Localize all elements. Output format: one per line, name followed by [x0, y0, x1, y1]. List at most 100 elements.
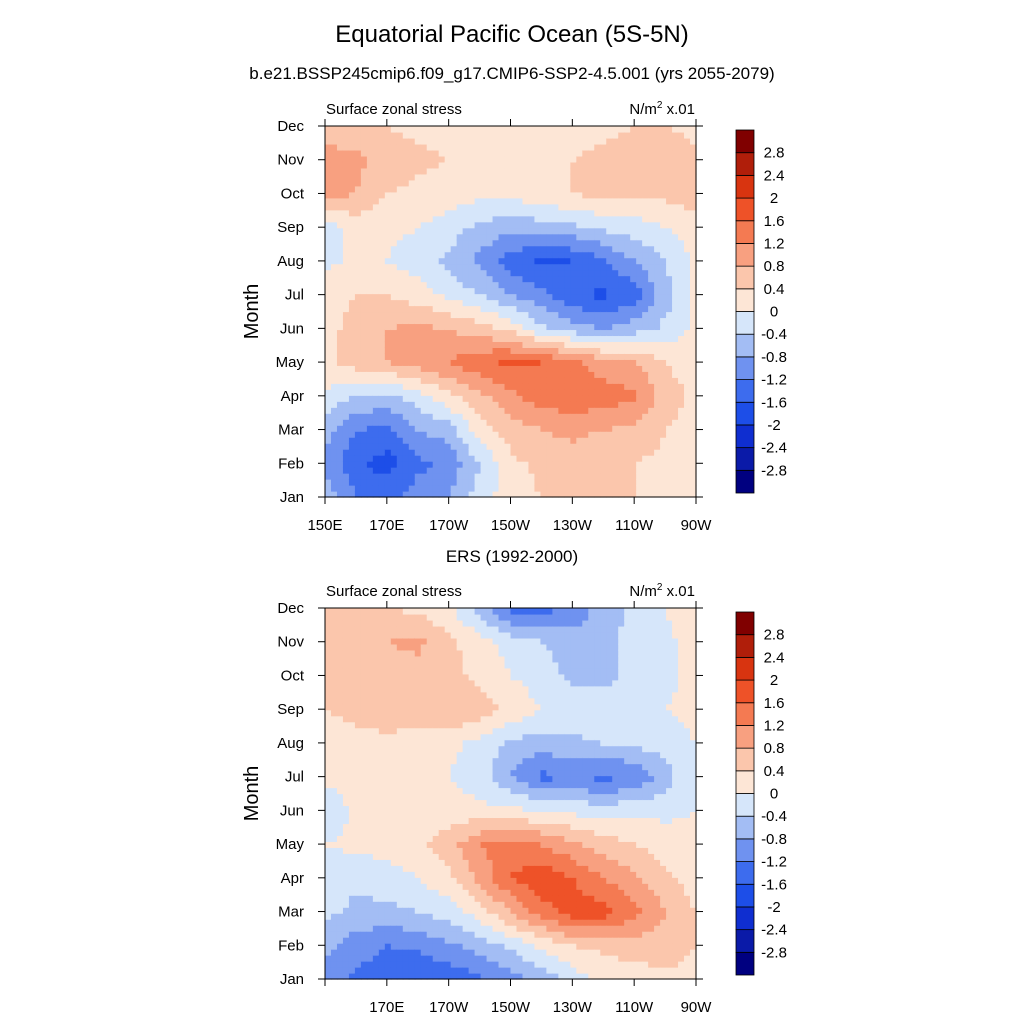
field-cell — [516, 293, 524, 301]
field-cell — [366, 383, 374, 390]
field-cell — [438, 353, 446, 360]
field-cell — [504, 353, 512, 360]
field-cell — [498, 347, 506, 354]
field-cell — [468, 149, 476, 157]
field-cell — [342, 485, 350, 492]
field-cell — [360, 667, 368, 675]
field-cell — [666, 221, 673, 229]
field-cell — [510, 455, 518, 462]
field-cell — [408, 667, 416, 675]
field-cell — [492, 449, 500, 456]
field-cell — [600, 455, 607, 462]
field-cell — [474, 239, 482, 247]
field-cell — [540, 365, 547, 372]
field-cell — [642, 407, 649, 414]
field-cell — [390, 395, 398, 402]
field-cell — [366, 841, 374, 848]
field-cell — [546, 287, 553, 295]
field-cell — [546, 161, 553, 169]
field-cell — [600, 197, 607, 205]
field-cell — [462, 215, 470, 223]
field-cell — [390, 883, 398, 890]
field-cell — [492, 383, 500, 390]
field-cell — [384, 317, 392, 325]
field-cell — [444, 203, 452, 211]
field-cell — [576, 167, 583, 175]
field-cell — [396, 203, 404, 211]
field-cell — [372, 811, 380, 819]
field-cell — [474, 221, 482, 229]
field-cell — [558, 425, 565, 432]
field-cell — [486, 311, 494, 319]
field-cell — [360, 197, 368, 205]
field-cell — [336, 323, 344, 331]
field-cell — [384, 751, 392, 759]
field-cell — [354, 913, 362, 920]
field-cell — [414, 215, 422, 223]
field-cell — [342, 745, 350, 753]
field-cell — [600, 269, 607, 277]
field-cell — [426, 341, 434, 348]
field-cell — [486, 437, 494, 444]
field-cell — [606, 395, 613, 402]
colorbar-label: -0.4 — [761, 326, 787, 343]
field-cell — [342, 359, 350, 366]
field-cell — [528, 299, 536, 307]
field-cell — [666, 131, 673, 139]
field-cell — [660, 341, 667, 348]
field-cell — [546, 437, 553, 444]
field-cell — [414, 137, 422, 145]
field-cell — [672, 155, 679, 163]
field-cell — [516, 389, 524, 396]
field-cell — [612, 221, 619, 229]
field-cell — [378, 203, 386, 211]
field-cell — [582, 365, 589, 372]
field-cell — [348, 925, 356, 932]
field-cell — [402, 227, 410, 235]
field-cell — [522, 179, 530, 187]
field-cell — [450, 179, 458, 187]
field-cell — [372, 907, 380, 914]
field-cell — [594, 167, 601, 175]
field-cell — [396, 817, 404, 825]
field-cell — [384, 137, 392, 145]
field-cell — [666, 353, 673, 360]
field-cell — [354, 467, 362, 474]
field-cell — [342, 823, 350, 830]
field-cell — [414, 431, 422, 438]
field-cell — [546, 197, 553, 205]
field-cell — [408, 131, 416, 139]
field-cell — [330, 823, 338, 830]
field-cell — [396, 697, 404, 705]
field-cell — [354, 449, 362, 456]
field-cell — [594, 287, 601, 295]
field-cell — [624, 257, 631, 265]
field-cell — [552, 233, 559, 241]
field-cell — [468, 287, 476, 295]
field-cell — [366, 847, 374, 854]
field-cell — [325, 643, 332, 651]
field-cell — [630, 126, 637, 133]
field-cell — [402, 425, 410, 432]
field-cell — [348, 703, 356, 711]
field-cell — [486, 473, 494, 480]
field-cell — [612, 227, 619, 235]
field-cell — [462, 293, 470, 301]
field-cell — [480, 311, 488, 319]
field-cell — [360, 769, 368, 777]
field-cell — [378, 167, 386, 175]
field-cell — [516, 323, 524, 331]
field-cell — [336, 347, 344, 354]
field-cell — [360, 703, 368, 711]
field-cell — [348, 751, 356, 759]
field-cell — [594, 155, 601, 163]
field-cell — [576, 287, 583, 295]
field-cell — [630, 419, 637, 426]
field-cell — [402, 419, 410, 426]
field-cell — [354, 389, 362, 396]
field-cell — [396, 347, 404, 354]
field-cell — [390, 221, 398, 229]
field-cell — [354, 383, 362, 390]
field-cell — [360, 847, 368, 854]
field-cell — [678, 359, 685, 366]
